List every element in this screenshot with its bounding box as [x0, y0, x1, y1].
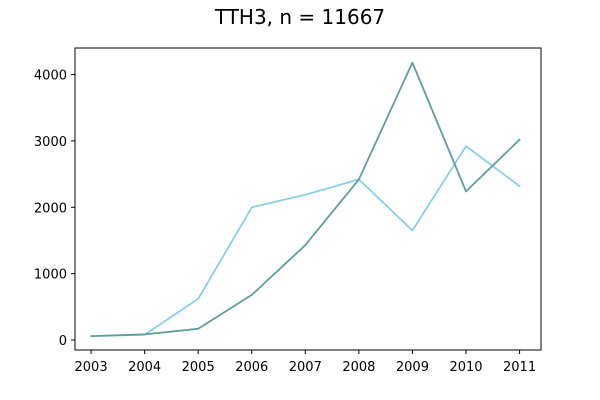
- y-tick-label: 2000: [34, 201, 67, 216]
- series-line-2: [90, 61, 521, 338]
- y-tick-label: 4000: [34, 69, 67, 84]
- x-tick-label: 2009: [396, 360, 429, 375]
- x-tick-label: 2006: [235, 360, 268, 375]
- chart-title: TTH3, n = 11667: [214, 5, 385, 29]
- x-tick-label: 2003: [75, 360, 108, 375]
- series-line-1: [90, 145, 521, 338]
- x-tick-label: 2008: [342, 360, 375, 375]
- plot-area-frame: [74, 47, 542, 351]
- y-tick-label: 1000: [34, 268, 67, 283]
- y-tick-label: 0: [59, 334, 67, 349]
- y-tick-label: 3000: [34, 135, 67, 150]
- x-tick-label: 2005: [182, 360, 215, 375]
- series-layer: [90, 61, 521, 338]
- y-axis: 0 1000 2000 3000 4000: [34, 69, 75, 349]
- x-tick-label: 2004: [128, 360, 161, 375]
- x-tick-label: 2010: [449, 360, 482, 375]
- x-tick-label: 2007: [289, 360, 322, 375]
- x-tick-label: 2011: [503, 360, 536, 375]
- x-axis: 2003 2004 2005 2006 2007 2008 2009 2010 2011: [75, 350, 536, 375]
